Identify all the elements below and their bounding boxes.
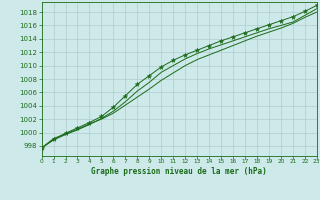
X-axis label: Graphe pression niveau de la mer (hPa): Graphe pression niveau de la mer (hPa) <box>91 167 267 176</box>
